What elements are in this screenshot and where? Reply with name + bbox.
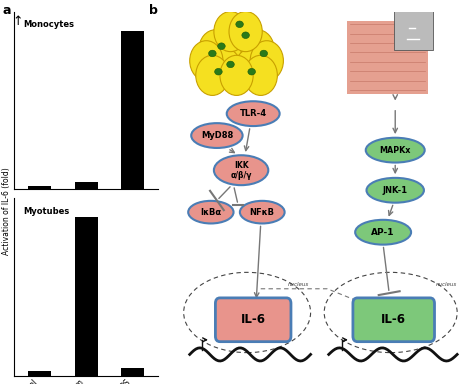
Ellipse shape bbox=[218, 43, 225, 50]
Ellipse shape bbox=[355, 220, 411, 245]
Ellipse shape bbox=[227, 101, 280, 126]
Bar bbox=[74, 182, 98, 189]
Bar bbox=[74, 217, 98, 376]
Ellipse shape bbox=[188, 201, 234, 223]
Text: nucleus: nucleus bbox=[436, 282, 457, 287]
FancyBboxPatch shape bbox=[347, 21, 428, 94]
Text: AP-1: AP-1 bbox=[372, 228, 395, 237]
Ellipse shape bbox=[236, 21, 243, 28]
Text: IL-6: IL-6 bbox=[241, 313, 266, 326]
Text: MAPKx: MAPKx bbox=[380, 146, 411, 155]
FancyBboxPatch shape bbox=[353, 298, 435, 342]
Circle shape bbox=[214, 12, 247, 51]
Text: IκBα: IκBα bbox=[201, 208, 221, 217]
Text: Myotubes: Myotubes bbox=[23, 207, 69, 216]
FancyBboxPatch shape bbox=[215, 298, 291, 342]
Ellipse shape bbox=[191, 123, 243, 148]
Circle shape bbox=[208, 48, 241, 88]
Bar bbox=[121, 31, 144, 189]
Circle shape bbox=[220, 22, 253, 63]
Text: a: a bbox=[2, 4, 11, 17]
Circle shape bbox=[199, 30, 232, 70]
Circle shape bbox=[190, 41, 223, 81]
Text: NFκB: NFκB bbox=[250, 208, 275, 217]
Bar bbox=[28, 371, 51, 376]
Ellipse shape bbox=[366, 178, 424, 203]
Ellipse shape bbox=[227, 61, 234, 68]
Ellipse shape bbox=[248, 68, 255, 75]
Circle shape bbox=[241, 30, 274, 70]
Ellipse shape bbox=[215, 68, 222, 75]
Ellipse shape bbox=[366, 138, 425, 162]
Text: ↑: ↑ bbox=[13, 15, 23, 28]
Ellipse shape bbox=[209, 50, 216, 57]
Text: MyD88: MyD88 bbox=[201, 131, 233, 140]
Ellipse shape bbox=[260, 50, 267, 57]
Circle shape bbox=[235, 48, 268, 88]
Bar bbox=[121, 368, 144, 376]
FancyBboxPatch shape bbox=[394, 10, 433, 50]
Circle shape bbox=[220, 55, 253, 96]
Bar bbox=[28, 186, 51, 189]
Text: Monocytes: Monocytes bbox=[23, 20, 74, 30]
Text: JNK-1: JNK-1 bbox=[383, 186, 408, 195]
Circle shape bbox=[244, 55, 277, 96]
Circle shape bbox=[196, 55, 229, 96]
Text: Activation of IL-6 (fold): Activation of IL-6 (fold) bbox=[2, 167, 11, 255]
Text: IKK
α/β/γ: IKK α/β/γ bbox=[230, 161, 252, 180]
Text: nucleus: nucleus bbox=[288, 282, 309, 287]
Text: b: b bbox=[149, 4, 158, 17]
Text: TLR-4: TLR-4 bbox=[240, 109, 267, 118]
Ellipse shape bbox=[214, 155, 268, 185]
Text: IL-6: IL-6 bbox=[381, 313, 406, 326]
Circle shape bbox=[229, 12, 262, 51]
Circle shape bbox=[250, 41, 283, 81]
Ellipse shape bbox=[240, 201, 284, 223]
Ellipse shape bbox=[242, 32, 249, 38]
